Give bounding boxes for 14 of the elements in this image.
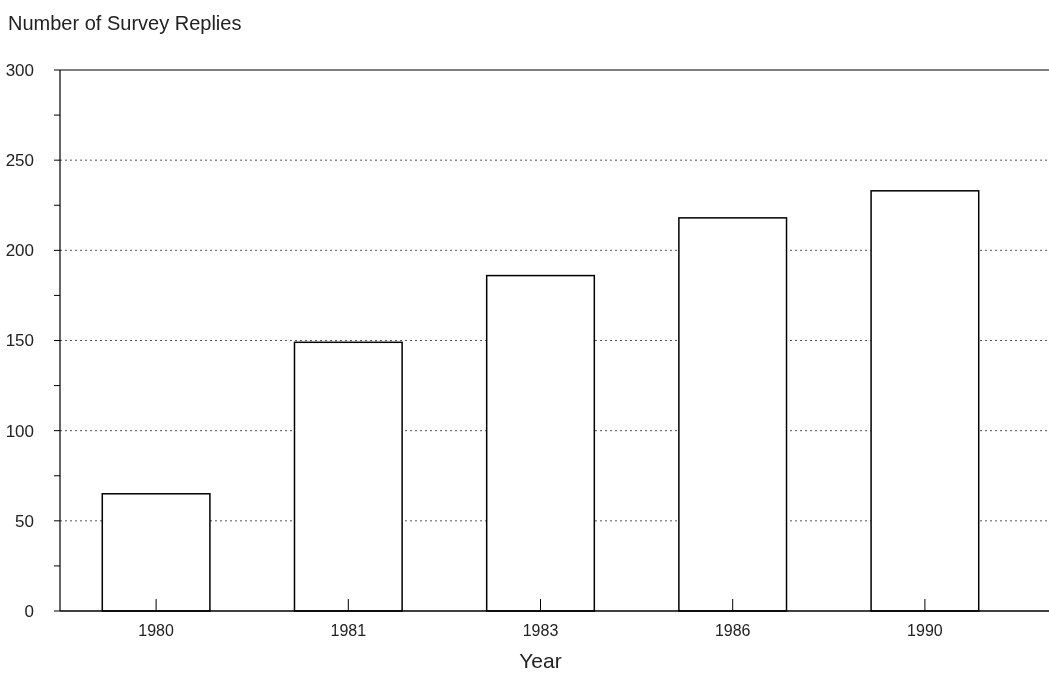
x-tick-label: 1980	[138, 622, 174, 639]
y-tick-label: 200	[5, 241, 34, 261]
y-tick-label: 50	[15, 511, 34, 531]
x-tick-label: 1986	[714, 622, 751, 639]
y-tick-label: 300	[5, 60, 34, 80]
y-tick-label: 0	[24, 601, 34, 621]
x-axis-title: Year	[519, 649, 562, 672]
y-axis-title: Number of Survey Replies	[8, 12, 242, 34]
x-tick-label: 1981	[330, 622, 367, 639]
x-tick-label: 1990	[907, 622, 943, 639]
y-tick-label: 150	[5, 331, 34, 351]
y-tick-label: 250	[5, 151, 34, 171]
y-tick-label: 100	[5, 421, 34, 441]
x-tick-label: 1983	[522, 622, 559, 639]
